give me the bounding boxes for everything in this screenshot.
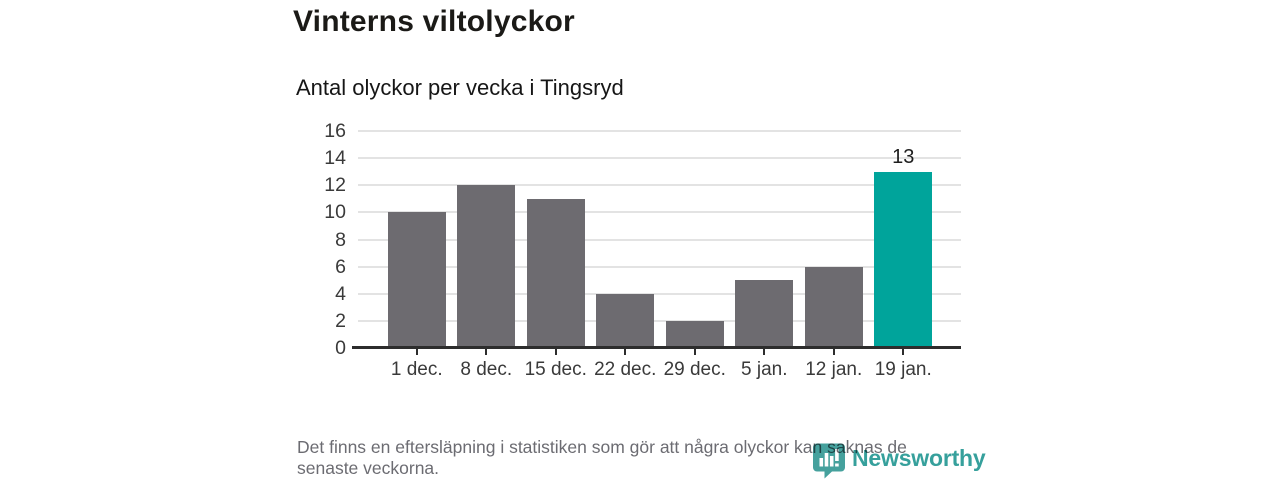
x-axis-tick-label: 29 dec. [663, 359, 726, 380]
y-axis-tick-label: 6 [335, 255, 346, 278]
y-gridline [358, 292, 961, 295]
x-axis-tick-label: 5 jan. [741, 359, 788, 380]
y-gridline [358, 238, 961, 241]
x-axis-tick-label: 1 dec. [390, 359, 443, 380]
bar [457, 185, 516, 348]
bar-value-label: 13 [892, 145, 915, 168]
y-gridline [358, 157, 961, 160]
y-gridline [358, 211, 961, 214]
y-axis-tick-label: 14 [324, 147, 346, 170]
y-axis-tick-label: 12 [324, 174, 346, 197]
x-axis-line [352, 346, 961, 349]
bar [804, 266, 863, 348]
bar [526, 198, 585, 348]
x-axis-tick [693, 349, 696, 355]
y-gridline [358, 130, 961, 132]
bar [735, 280, 794, 348]
y-axis-tick-label: 16 [324, 120, 346, 142]
y-axis-tick-label: 10 [324, 201, 346, 224]
bar-highlighted [874, 171, 933, 348]
x-axis-tick [902, 349, 905, 355]
x-axis-tick [832, 349, 835, 355]
newsworthy-logo-text: Newsworthy [852, 445, 986, 471]
y-axis-tick-label: 8 [335, 228, 346, 251]
x-axis-tick-label: 15 dec. [524, 359, 587, 380]
x-axis-tick [415, 349, 418, 355]
chart-subtitle: Antal olyckor per vecka i Tingsryd [296, 75, 624, 100]
footnote-line-2: senaste veckorna. [297, 458, 440, 478]
x-axis-tick-label: 19 jan. [874, 359, 932, 380]
y-gridline [358, 319, 961, 322]
bar [387, 212, 446, 348]
y-axis-tick-label: 4 [335, 282, 346, 305]
y-axis-tick-label: 2 [335, 309, 346, 332]
x-axis-tick [624, 349, 627, 355]
bar [596, 293, 655, 348]
x-axis-tick [554, 349, 557, 355]
chart-title: Vinterns viltolyckor [293, 5, 575, 38]
newsworthy-logo-icon [813, 443, 845, 479]
y-gridline [358, 265, 961, 268]
footnote-line-1: Det finns en eftersläpning i statistiken… [297, 437, 907, 457]
footnote: Det finns en eftersläpning i statistiken… [297, 437, 907, 479]
x-axis-tick [485, 349, 488, 355]
x-axis-tick-label: 8 dec. [460, 359, 513, 380]
newsworthy-logo: Newsworthy [812, 443, 986, 479]
x-axis-tick-label: 12 jan. [805, 359, 863, 380]
x-axis-tick [763, 349, 766, 355]
y-axis-tick-label: 0 [335, 337, 346, 359]
y-gridline [358, 184, 961, 187]
x-axis-tick-label: 22 dec. [594, 359, 657, 380]
bar [665, 320, 724, 348]
